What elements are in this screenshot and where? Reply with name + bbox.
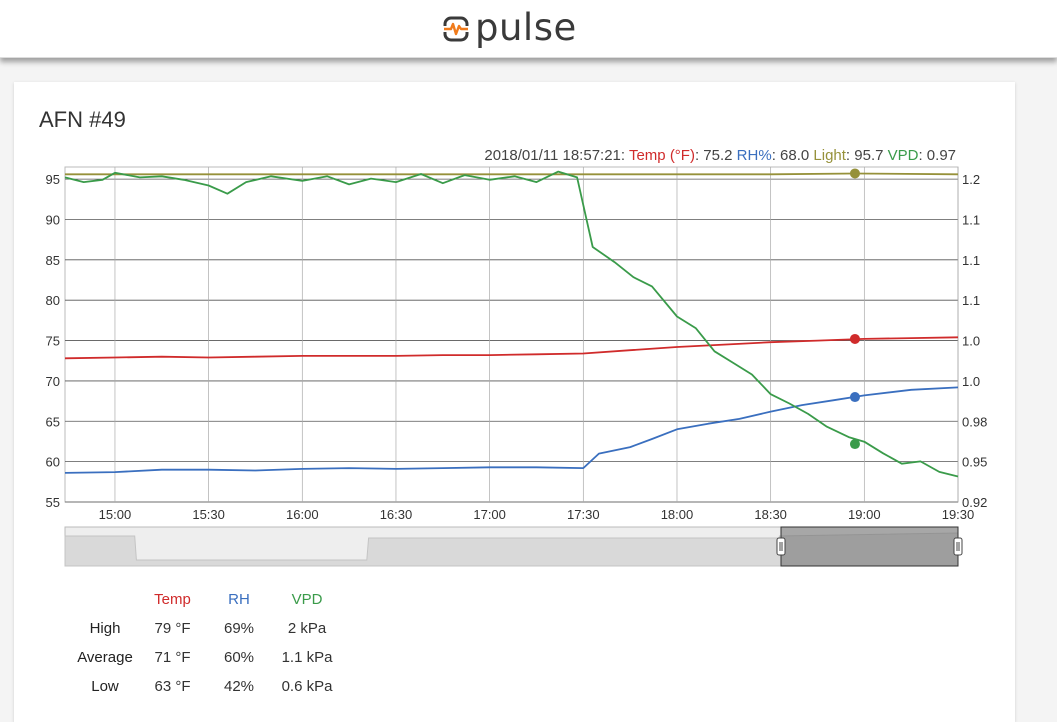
readout-light-value: : 95.7	[845, 147, 884, 164]
stats-row-low: Low 63 °F 42% 0.6 kPa	[70, 672, 341, 701]
pulse-logo-icon	[443, 16, 469, 42]
series-marker-light[interactable]	[849, 168, 860, 179]
y-right-tick-label: 1.1	[962, 253, 980, 268]
y-left-tick-label: 60	[46, 455, 60, 470]
y-right-tick-label: 1.1	[962, 212, 980, 227]
x-tick-label: 16:00	[286, 507, 319, 522]
series-marker-rh[interactable]	[849, 392, 860, 403]
x-tick-label: 15:00	[99, 507, 132, 522]
y-left-tick-label: 70	[46, 374, 60, 389]
y-left-tick-label: 75	[46, 334, 60, 349]
stats-cell-rh: 60%	[223, 649, 255, 666]
y-left-tick-label: 95	[46, 172, 60, 187]
series-line-vpd	[64, 170, 959, 478]
y-right-tick-label: 0.92	[962, 495, 987, 510]
stats-cell-temp: 63 °F	[154, 678, 191, 695]
readout-temp-value: : 75.2	[694, 147, 733, 164]
stats-row-label: High	[89, 620, 121, 637]
stats-row-label: Low	[91, 678, 119, 695]
stats-header-row: Temp RH VPD	[70, 585, 341, 614]
y-right-tick-label: 1.2	[962, 172, 980, 187]
stats-cell-vpd: 1.1 kPa	[281, 649, 333, 666]
stats-cell-temp: 79 °F	[154, 620, 191, 637]
y-left-tick-label: 55	[46, 495, 60, 510]
x-tick-label: 17:30	[567, 507, 600, 522]
brand-name: pulse	[475, 5, 577, 49]
series-line-temp	[64, 336, 959, 360]
y-right-tick-label: 0.95	[962, 455, 987, 470]
stats-table: Temp RH VPD High 79 °F 69% 2 kPa Average…	[70, 585, 341, 701]
readout-vpd-value: : 0.97	[918, 147, 956, 164]
series-marker-temp[interactable]	[849, 333, 860, 344]
y-left-tick-label: 65	[46, 414, 60, 429]
y-left-tick-label: 90	[46, 212, 60, 227]
stats-cell-rh: 69%	[223, 620, 255, 637]
x-tick-label: 15:30	[192, 507, 225, 522]
stats-row-label: Average	[77, 649, 133, 666]
top-bar: pulse	[0, 0, 1057, 58]
stats-cell-vpd: 2 kPa	[287, 620, 327, 637]
readout-vpd-label: VPD	[887, 147, 919, 164]
x-tick-label: 18:30	[754, 507, 787, 522]
y-right-tick-label: 0.98	[962, 414, 987, 429]
stats-row-average: Average 71 °F 60% 1.1 kPa	[70, 643, 341, 672]
y-right-tick-label: 1.1	[962, 293, 980, 308]
series-line-light	[65, 172, 959, 176]
series-line-rh	[64, 386, 959, 474]
stats-cell-vpd: 0.6 kPa	[281, 678, 333, 695]
x-tick-label: 17:00	[473, 507, 506, 522]
plot-area	[64, 166, 959, 503]
readout-rh-value: : 68.0	[771, 147, 810, 164]
x-tick-label: 19:30	[942, 507, 975, 522]
navigator-selection[interactable]	[780, 526, 959, 567]
stats-header-vpd: VPD	[291, 591, 323, 608]
y-right-tick-label: 1.0	[962, 334, 980, 349]
y-right-tick-label: 1.0	[962, 374, 980, 389]
x-tick-label: 16:30	[380, 507, 413, 522]
stats-header-rh: RH	[228, 591, 250, 608]
stats-cell-rh: 42%	[223, 678, 255, 695]
y-left-tick-label: 80	[46, 293, 60, 308]
brand[interactable]: pulse	[443, 4, 577, 50]
readout-light-label: Light	[813, 147, 846, 164]
readout-timestamp: 2018/01/11 18:57:21:	[484, 147, 626, 164]
stats-cell-temp: 71 °F	[154, 649, 191, 666]
stats-header-temp: Temp	[154, 591, 191, 608]
series-marker-vpd[interactable]	[849, 439, 860, 450]
readout-temp-label: Temp (°F)	[628, 147, 695, 164]
y-left-tick-label: 85	[46, 253, 60, 268]
x-tick-label: 19:00	[848, 507, 881, 522]
x-tick-label: 18:00	[661, 507, 694, 522]
readout-rh-label: RH%	[736, 147, 772, 164]
device-title: AFN #49	[39, 107, 126, 132]
live-readout: 2018/01/11 18:57:21: Temp (°F): 75.2 RH%…	[484, 147, 956, 164]
navigator-handle-right[interactable]	[953, 537, 963, 556]
stats-row-high: High 79 °F 69% 2 kPa	[70, 614, 341, 643]
navigator-handle-left[interactable]	[776, 537, 786, 556]
stats-corner	[70, 585, 140, 614]
